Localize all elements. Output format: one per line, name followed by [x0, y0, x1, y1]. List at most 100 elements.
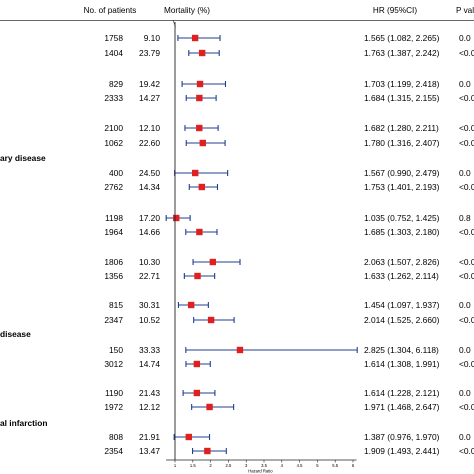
- patients-count: 1758: [104, 33, 123, 43]
- hr-ci-text: 1.387 (0.976, 1.970): [364, 432, 440, 442]
- x-tick-label: 5: [316, 463, 319, 468]
- x-tick-label: 1: [174, 463, 177, 468]
- x-tick-label: 2.5: [225, 463, 231, 468]
- hr-marker: [207, 316, 215, 324]
- hr-ci-text: 1.454 (1.097, 1.937): [364, 300, 440, 310]
- mortality-value: 22.71: [139, 271, 160, 281]
- p-value: 0.8: [459, 213, 471, 223]
- patients-count: 2354: [104, 446, 123, 456]
- x-tick-label: 3.5: [261, 463, 267, 468]
- hr-ci-text: 2.014 (1.525, 2.660): [364, 315, 440, 325]
- hr-ci-text: 1.971 (1.468, 2.647): [364, 402, 440, 412]
- data-rows: 1758 9.10 1.565 (1.082, 2.265) 0.0 1404 23.79…: [104, 33, 474, 456]
- hr-marker: [191, 34, 199, 42]
- mortality-value: 12.12: [139, 402, 160, 412]
- patients-count: 2762: [104, 182, 123, 192]
- p-value: <0.0: [459, 227, 474, 237]
- mortality-value: 14.34: [139, 182, 160, 192]
- mortality-value: 14.74: [139, 359, 160, 369]
- p-value: 0.0: [459, 168, 471, 178]
- p-value: 0.0: [459, 388, 471, 398]
- hr-marker: [196, 80, 204, 88]
- patients-count: 808: [109, 432, 123, 442]
- hr-marker: [209, 258, 217, 266]
- hr-ci-text: 1.565 (1.082, 2.265): [364, 33, 440, 43]
- patients-count: 1356: [104, 271, 123, 281]
- mortality-value: 21.43: [139, 388, 160, 398]
- hr-marker: [236, 346, 244, 354]
- hr-ci-text: 1.035 (0.752, 1.425): [364, 213, 440, 223]
- patients-count: 829: [109, 79, 123, 89]
- x-tick-label: 4: [281, 463, 284, 468]
- patients-count: 1806: [104, 257, 123, 267]
- x-tick-label: 3: [245, 463, 248, 468]
- p-value: <0.0: [459, 402, 474, 412]
- x-axis-label: Hazard Ratio: [248, 469, 273, 474]
- p-value: <0.0: [459, 48, 474, 58]
- hr-ci-text: 1.703 (1.199, 2.418): [364, 79, 440, 89]
- p-value: 0.0: [459, 300, 471, 310]
- mortality-value: 30.31: [139, 300, 160, 310]
- patients-count: 2347: [104, 315, 123, 325]
- hr-ci-text: 1.909 (1.493, 2.441): [364, 446, 440, 456]
- patients-count: 2333: [104, 93, 123, 103]
- group-label: al infarction: [0, 418, 47, 428]
- hr-marker: [191, 169, 199, 177]
- hr-ci-text: 1.684 (1.315, 2.155): [364, 93, 440, 103]
- x-ticks: 1 1.5 2 2.5 3 3.5 4 4.5 5 5.5 6: [174, 460, 355, 468]
- p-value: 0.0: [459, 79, 471, 89]
- hr-marker: [198, 49, 206, 57]
- patients-count: 1972: [104, 402, 123, 412]
- hr-ci-text: 2.825 (1.304, 6.118): [364, 345, 439, 355]
- mortality-value: 23.79: [139, 48, 160, 58]
- p-value: <0.0: [459, 138, 474, 148]
- mortality-value: 24.50: [139, 168, 160, 178]
- patients-count: 1404: [104, 48, 123, 58]
- mortality-value: 33.33: [139, 345, 160, 355]
- hr-ci-text: 1.685 (1.303, 2.180): [364, 227, 440, 237]
- hr-ci-text: 1.780 (1.316, 2.407): [364, 138, 440, 148]
- mortality-value: 19.42: [139, 79, 160, 89]
- patients-count: 1190: [105, 388, 123, 398]
- group-labels: ary disease disease al infarction: [0, 153, 47, 428]
- x-tick-label: 2: [209, 463, 212, 468]
- hr-marker: [193, 389, 201, 397]
- p-value: <0.0: [459, 359, 474, 369]
- patients-count: 1198: [105, 213, 123, 223]
- hr-marker: [196, 228, 203, 236]
- group-label: ary disease: [0, 153, 46, 163]
- x-tick-label: 4.5: [297, 463, 303, 468]
- patients-count: 815: [109, 300, 123, 310]
- mortality-value: 10.52: [139, 315, 160, 325]
- hr-marker: [187, 301, 195, 309]
- hr-marker: [204, 447, 211, 455]
- hr-marker: [194, 272, 201, 280]
- p-value: <0.0: [459, 257, 474, 267]
- patients-count: 2100: [104, 123, 123, 133]
- mortality-value: 14.66: [139, 227, 160, 237]
- hr-ci-text: 1.614 (1.308, 1.991): [364, 359, 440, 369]
- patients-count: 150: [109, 345, 123, 355]
- group-label: disease: [0, 329, 31, 339]
- mortality-value: 10.30: [139, 257, 160, 267]
- p-value: 0.0: [459, 33, 471, 43]
- p-value: <0.0: [459, 123, 474, 133]
- hr-marker: [196, 124, 203, 132]
- hr-marker: [173, 214, 180, 222]
- hr-header: HR (95%CI): [373, 6, 417, 15]
- p-value: <0.0: [459, 446, 474, 456]
- x-tick-label: 1.5: [190, 463, 196, 468]
- p-value: 0.0: [459, 432, 471, 442]
- mortality-value: 17.20: [139, 213, 160, 223]
- mortality-value: 13.47: [139, 446, 160, 456]
- hr-marker: [199, 139, 206, 147]
- hr-ci-text: 1.682 (1.280, 2.211): [364, 123, 439, 133]
- mortality-value: 12.10: [139, 123, 160, 133]
- hr-ci-text: 1.753 (1.401, 2.193): [364, 182, 440, 192]
- p-value: 0.0: [459, 345, 471, 355]
- p-header: P val: [456, 6, 474, 15]
- patients-count: 400: [109, 168, 123, 178]
- hr-marker: [198, 183, 206, 191]
- hr-marker: [206, 403, 213, 411]
- p-value: <0.0: [459, 271, 474, 281]
